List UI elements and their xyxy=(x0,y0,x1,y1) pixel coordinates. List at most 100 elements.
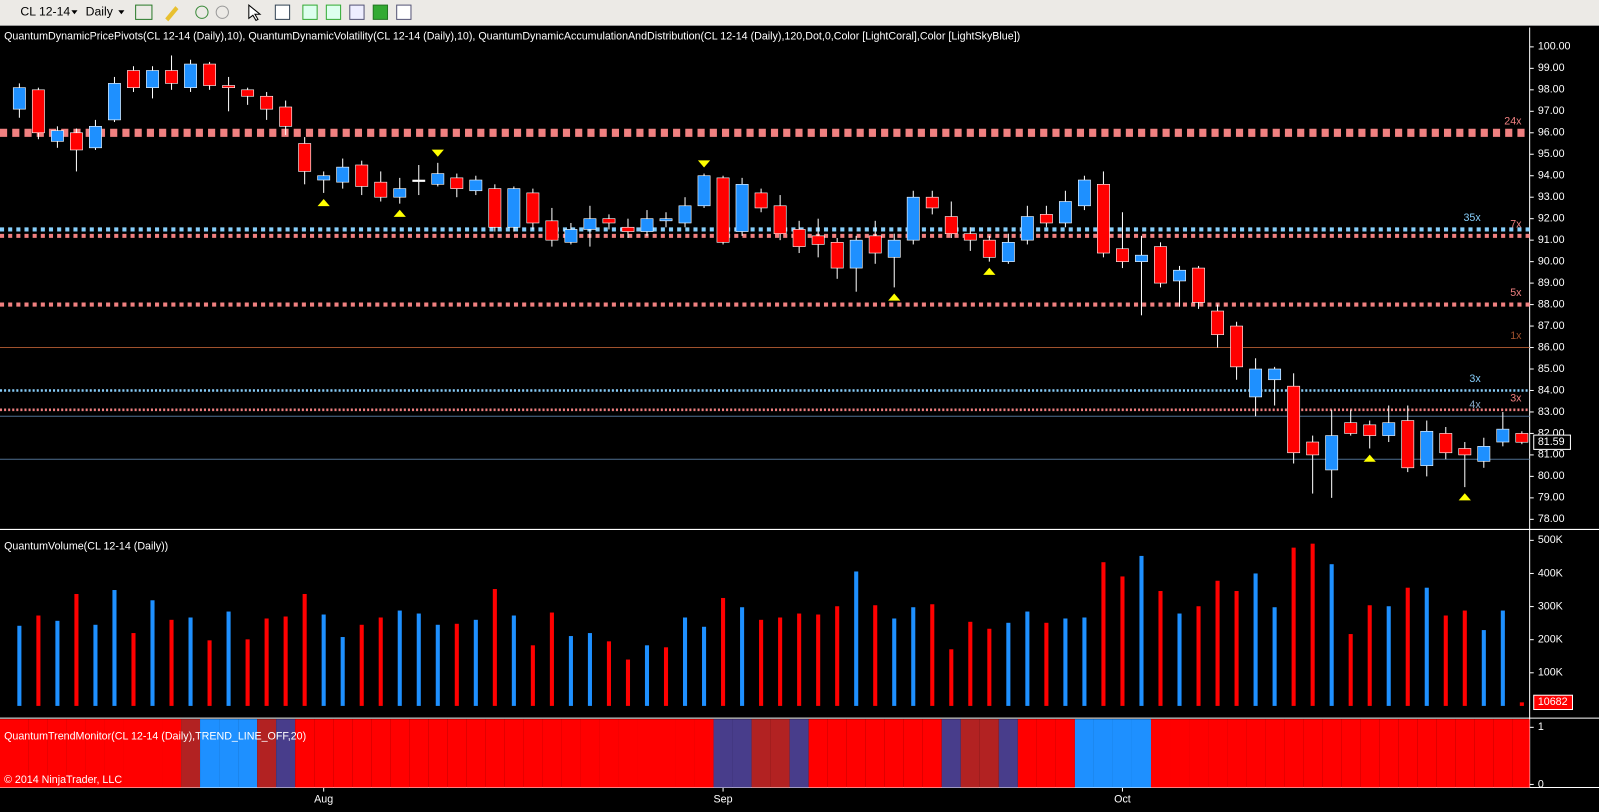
zoom-button[interactable] xyxy=(274,4,291,20)
trend-block xyxy=(1246,719,1266,788)
volume-bar xyxy=(682,617,688,706)
volume-bar xyxy=(1348,634,1353,706)
bar-type-button[interactable] xyxy=(135,4,153,20)
instrument-selector[interactable]: CL 12-14 xyxy=(20,4,70,18)
trend-block xyxy=(1112,719,1132,788)
y-tick-label: 100K xyxy=(1538,667,1564,679)
candle-body xyxy=(279,106,293,127)
trend-block xyxy=(1341,719,1361,788)
volume-bar xyxy=(1120,576,1125,706)
candle-body xyxy=(773,205,787,235)
volume-bar xyxy=(1481,630,1486,706)
volume-bar xyxy=(1158,591,1163,706)
dropdown-arrow[interactable] xyxy=(118,10,125,15)
candle-body xyxy=(792,229,806,247)
trend-block xyxy=(123,719,143,788)
x-tick-label: Sep xyxy=(714,794,733,806)
candle-body xyxy=(735,184,749,232)
template-button[interactable] xyxy=(396,4,412,20)
volume-bar xyxy=(778,617,783,706)
y-tick-label: 95.00 xyxy=(1538,148,1565,160)
candle-body xyxy=(1020,216,1034,241)
volume-bar xyxy=(930,604,935,706)
trend-block xyxy=(28,719,48,788)
trend-block xyxy=(276,719,296,788)
level-label: 3x xyxy=(1510,392,1522,404)
volume-bar xyxy=(740,607,745,706)
x-tick-label: Oct xyxy=(1114,794,1131,806)
strategy-button[interactable] xyxy=(215,5,229,19)
money-button[interactable] xyxy=(372,4,389,20)
volume-bar xyxy=(93,624,98,706)
trend-block xyxy=(656,719,676,788)
chart-trader-button[interactable] xyxy=(349,4,365,20)
y-tick-label: 90.00 xyxy=(1538,255,1565,267)
candle-body xyxy=(1230,325,1243,368)
candle-body xyxy=(203,63,216,86)
candle-body xyxy=(754,192,768,209)
y-tick-label: 93.00 xyxy=(1538,191,1565,203)
y-tick-label: 200K xyxy=(1538,634,1564,646)
y-tick-label: 0 xyxy=(1538,778,1544,790)
trend-block xyxy=(637,719,657,788)
period-selector[interactable]: Daily xyxy=(86,4,114,18)
trend-block xyxy=(428,719,448,788)
candle-body xyxy=(488,188,502,228)
properties-button[interactable] xyxy=(302,4,318,20)
indicator-button[interactable] xyxy=(195,5,209,19)
trend-block xyxy=(1474,719,1494,788)
level-label: 3x xyxy=(1469,373,1481,385)
y-tick-label: 89.00 xyxy=(1538,277,1565,289)
candle-body xyxy=(564,229,578,243)
candle-body xyxy=(393,188,407,198)
trend-block xyxy=(808,719,828,788)
volume-bar xyxy=(1310,543,1315,706)
candle-body xyxy=(1135,254,1148,262)
level-label: 35x xyxy=(1463,212,1481,224)
volume-bar xyxy=(321,614,326,706)
volume-bar xyxy=(1253,573,1258,706)
y-tick-label: 86.00 xyxy=(1538,341,1565,353)
trend-block xyxy=(1512,719,1530,788)
trend-block xyxy=(789,719,809,788)
volume-bar xyxy=(1006,622,1011,706)
volume-bar xyxy=(1025,611,1030,706)
trend-block xyxy=(694,719,714,788)
candle-body xyxy=(431,173,445,185)
volume-bar xyxy=(245,639,250,706)
trend-block xyxy=(295,719,315,788)
volume-bar xyxy=(663,647,669,706)
candle-body xyxy=(1420,430,1434,466)
trend-block xyxy=(66,719,86,788)
trend-block xyxy=(238,719,258,788)
candle-body xyxy=(89,126,102,149)
cursor-button[interactable] xyxy=(248,4,262,22)
trend-block xyxy=(1131,719,1151,788)
trend-block xyxy=(1303,719,1323,788)
trend-block xyxy=(162,719,182,788)
swing-low-marker xyxy=(1363,454,1376,462)
data-box-button[interactable] xyxy=(325,4,342,20)
trend-block xyxy=(979,719,999,788)
candle-body xyxy=(583,218,597,230)
y-tick-label: 87.00 xyxy=(1538,320,1565,332)
dropdown-arrow[interactable] xyxy=(71,10,78,15)
trend-block xyxy=(371,719,391,788)
volume-bar xyxy=(987,628,992,706)
draw-button[interactable] xyxy=(165,6,179,22)
volume-bar xyxy=(797,613,802,706)
candle-body xyxy=(1325,435,1339,471)
trend-block xyxy=(580,719,600,788)
volume-bar xyxy=(835,606,840,706)
trend-block xyxy=(1360,719,1380,788)
volume-bar xyxy=(1196,606,1201,706)
trend-block xyxy=(85,719,105,788)
volume-bar xyxy=(397,610,402,706)
volume-bar xyxy=(1367,605,1372,706)
volume-bar xyxy=(1500,610,1505,706)
last-price-label: 81.59 xyxy=(1538,436,1565,448)
volume-bar xyxy=(644,645,650,706)
copyright: © 2014 NinjaTrader, LLC xyxy=(4,774,122,786)
volume-bar xyxy=(473,619,478,706)
level-label: 7x xyxy=(1510,218,1522,230)
